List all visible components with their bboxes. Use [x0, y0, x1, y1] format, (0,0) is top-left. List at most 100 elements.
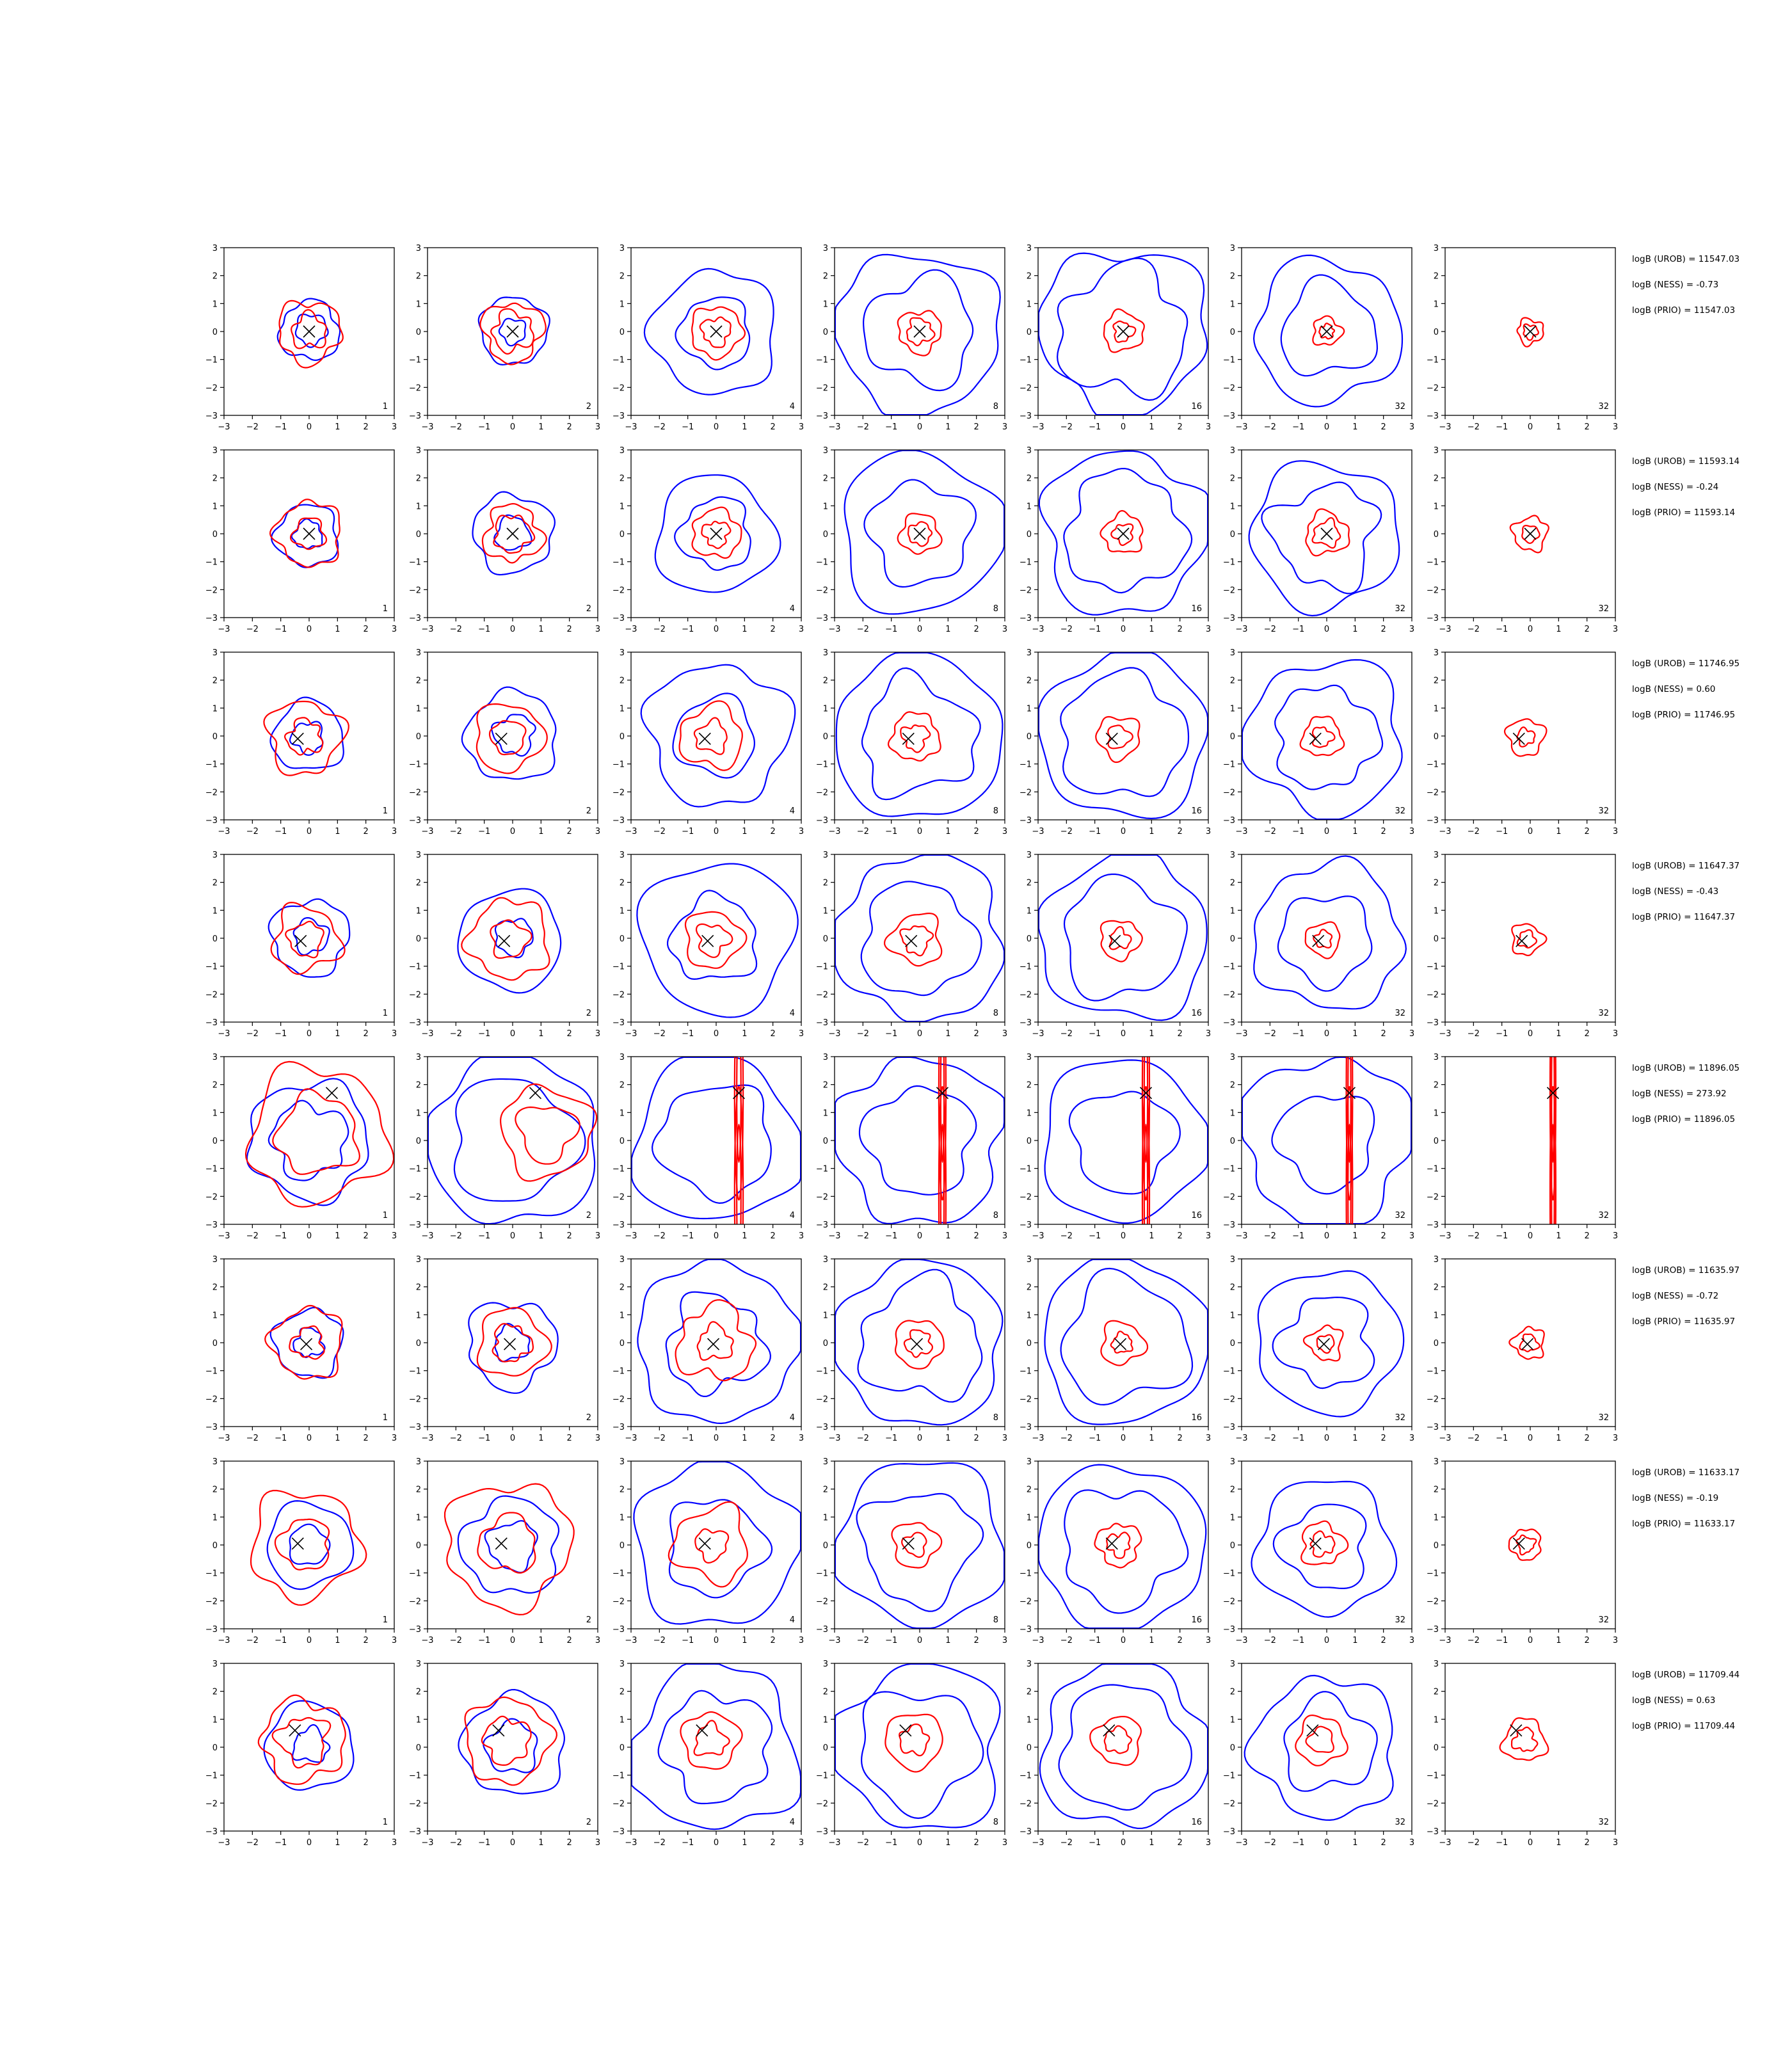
blue-contour	[493, 514, 532, 551]
marker-cross	[698, 1537, 711, 1550]
y-tick-label: 3	[1230, 244, 1235, 253]
red-contour	[1100, 1320, 1149, 1366]
y-tick-label: −2	[612, 586, 625, 595]
x-tick-label: 2	[974, 827, 979, 836]
y-tick-label: 1	[416, 1715, 421, 1725]
x-tick-label: −3	[1235, 422, 1247, 432]
contour-area	[1509, 515, 1549, 554]
y-tick-label: 1	[1230, 1715, 1235, 1725]
red-contour	[269, 499, 340, 568]
subplot-r2-c5: −3−3 −2 −2 −1 −1 0 0 1 1 2 2 3 3 16	[1020, 446, 1211, 634]
y-tick-label: 2	[1434, 474, 1439, 484]
x-tick-label: −3	[1032, 422, 1044, 432]
x-tick-label: 0	[1121, 1231, 1126, 1241]
x-tick-label: 0	[510, 625, 515, 634]
contour-area	[1044, 1057, 1208, 1224]
marker-cross	[1546, 1087, 1560, 1100]
red-contour	[1295, 1714, 1348, 1766]
axes-frame	[427, 1258, 598, 1427]
y-tick-label: 0	[620, 1743, 625, 1753]
blue-contour	[1044, 1259, 1208, 1425]
y-tick-label: 2	[1027, 1283, 1032, 1293]
marker-cross	[1521, 1338, 1534, 1350]
axes-frame	[1444, 854, 1616, 1023]
y-tick-label: −1	[612, 963, 625, 972]
panel-label: 4	[790, 1615, 795, 1625]
red-contour	[1345, 1085, 1354, 1224]
blue-contour	[835, 1259, 1004, 1426]
subplot-r5-c5: −3−3 −2 −2 −1 −1 0 0 1 1 2 2 3 3 16	[1020, 1053, 1211, 1241]
x-tick-label: 3	[1409, 1029, 1414, 1039]
y-tick-label: 1	[823, 704, 828, 714]
y-tick-label: 2	[416, 676, 421, 686]
subplot-r6-c2: −3−3 −2 −2 −1 −1 0 0 1 1 2 2 3 3 2	[409, 1255, 600, 1443]
red-contour	[897, 310, 942, 356]
blue-contour	[1056, 257, 1188, 401]
stat-text: logB (PRIO) = 11746.95	[1632, 710, 1735, 720]
axes-frame	[834, 1663, 1005, 1832]
x-tick-label: 1	[1352, 1838, 1357, 1848]
x-tick-label: 1	[742, 1434, 747, 1443]
blue-contour	[835, 253, 1001, 415]
red-contour	[733, 1085, 744, 1224]
x-tick-label: 1	[335, 422, 340, 432]
x-tick-label: 0	[1121, 625, 1126, 634]
panel-label: 16	[1191, 604, 1202, 614]
y-tick-label: −2	[205, 1192, 218, 1202]
x-tick-label: 0	[1121, 1838, 1126, 1848]
x-tick-label: 3	[1613, 422, 1618, 432]
x-tick-label: 2	[974, 1434, 979, 1443]
y-tick-label: −3	[409, 412, 421, 421]
blue-contour	[292, 1327, 326, 1359]
x-tick-label: 1	[1556, 1838, 1561, 1848]
y-tick-label: 2	[212, 474, 218, 484]
x-tick-label: −1	[478, 1838, 490, 1848]
x-tick-label: 2	[567, 1434, 572, 1443]
contour-area	[468, 1302, 559, 1394]
y-tick-label: 2	[1027, 474, 1032, 484]
x-tick-label: 0	[307, 1029, 312, 1039]
y-tick-label: 2	[1027, 1485, 1032, 1495]
x-tick-label: 3	[1206, 625, 1211, 634]
marker-cross	[506, 325, 519, 338]
y-tick-label: −2	[816, 1192, 828, 1202]
x-tick-label: −3	[625, 1231, 637, 1241]
contour-area	[428, 1057, 598, 1224]
y-tick-label: −3	[1020, 1018, 1032, 1028]
panel-label: 2	[586, 1413, 591, 1423]
blue-contour	[428, 1057, 596, 1224]
stat-text: logB (PRIO) = 11547.03	[1632, 305, 1735, 316]
x-tick-label: −2	[1060, 1838, 1073, 1848]
y-tick-label: −2	[1020, 586, 1032, 595]
subplot-r3-c2: −3−3 −2 −2 −1 −1 0 0 1 1 2 2 3 3 2	[409, 648, 600, 836]
y-tick-label: −2	[409, 1597, 421, 1606]
marker-cross	[529, 1087, 542, 1100]
subplot-r2-c1: −3−3 −2 −2 −1 −1 0 0 1 1 2 2 3 3 1	[205, 446, 397, 634]
x-tick-label: −3	[1235, 1029, 1247, 1039]
panel-label: 8	[993, 1615, 998, 1625]
axes-frame	[1241, 1663, 1412, 1832]
y-tick-label: 2	[1027, 272, 1032, 282]
marker-cross	[701, 934, 714, 947]
y-tick-label: 1	[416, 1513, 421, 1523]
x-tick-label: 2	[974, 1231, 979, 1241]
y-tick-label: 0	[823, 1743, 828, 1753]
x-tick-label: 3	[799, 625, 804, 634]
x-tick-label: 1	[335, 1231, 340, 1241]
y-tick-label: −1	[612, 558, 625, 568]
blue-contour	[1242, 1057, 1412, 1224]
x-tick-label: 0	[714, 1434, 719, 1443]
x-tick-label: −1	[885, 1029, 897, 1039]
y-tick-label: −3	[1427, 614, 1439, 623]
y-tick-label: −2	[1427, 990, 1439, 1000]
x-tick-label: −2	[857, 1636, 869, 1645]
y-tick-label: −2	[1427, 1799, 1439, 1809]
red-contour	[444, 1483, 575, 1616]
blue-contour	[835, 1057, 1005, 1224]
x-tick-label: 0	[1121, 1636, 1126, 1645]
x-tick-label: 0	[1324, 1838, 1329, 1848]
x-tick-label: −1	[885, 625, 897, 634]
x-tick-label: 2	[1178, 827, 1183, 836]
x-tick-label: −1	[478, 422, 490, 432]
